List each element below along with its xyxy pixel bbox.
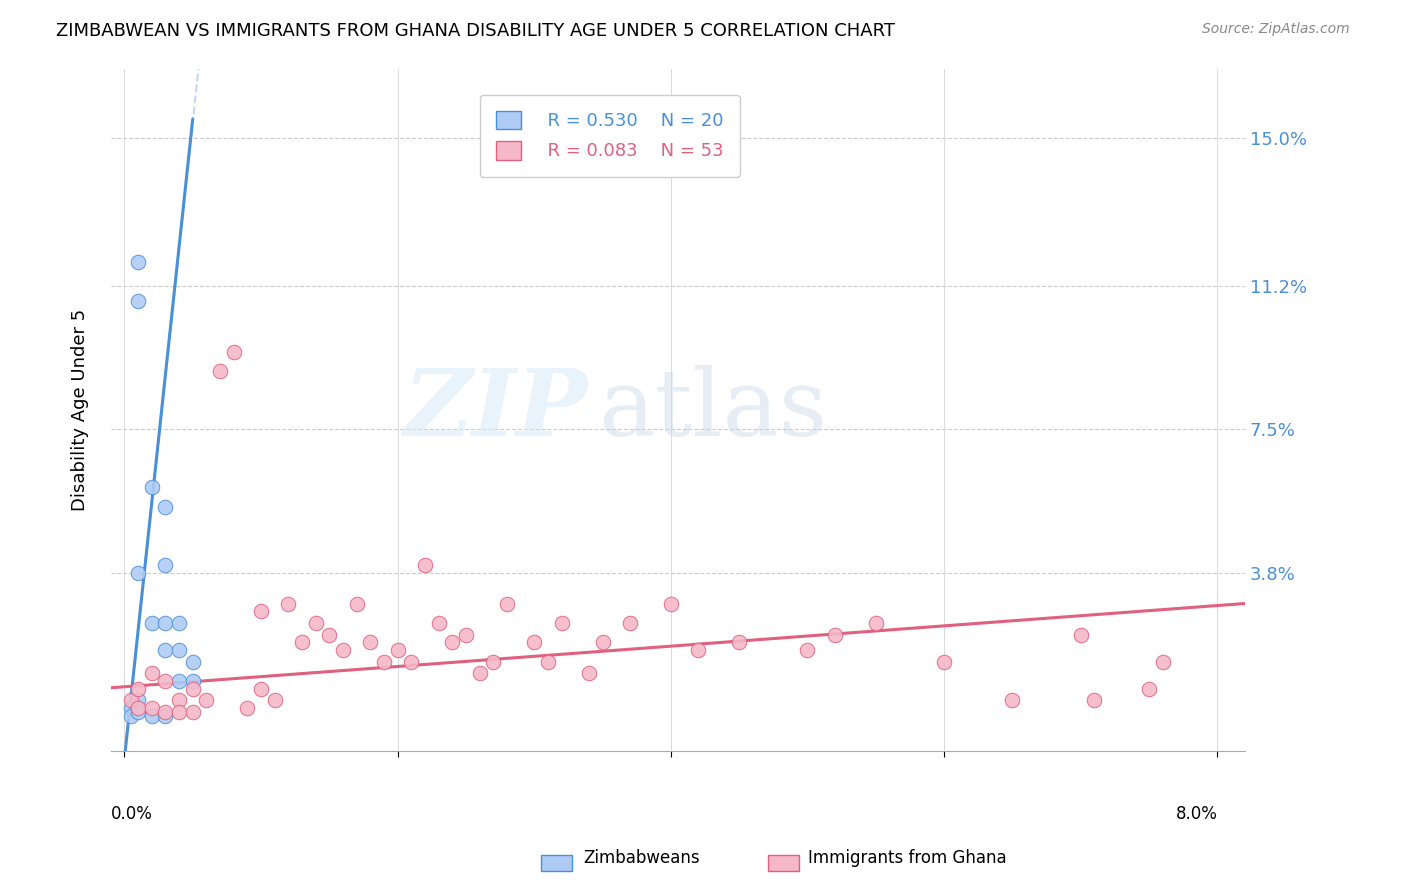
Point bbox=[482, 655, 505, 669]
Point bbox=[181, 655, 204, 669]
Y-axis label: Disability Age Under 5: Disability Age Under 5 bbox=[72, 309, 89, 511]
Point bbox=[291, 635, 314, 649]
Point bbox=[181, 705, 204, 719]
Point bbox=[127, 701, 149, 715]
Point bbox=[1137, 681, 1160, 696]
Point bbox=[155, 674, 177, 689]
Point bbox=[1070, 627, 1092, 641]
Point bbox=[155, 643, 177, 657]
Point bbox=[167, 674, 190, 689]
Point bbox=[120, 693, 142, 707]
Point bbox=[236, 701, 259, 715]
Text: Immigrants from Ghana: Immigrants from Ghana bbox=[808, 849, 1007, 867]
Point bbox=[332, 643, 354, 657]
Point bbox=[127, 294, 149, 309]
Point bbox=[141, 709, 163, 723]
Point bbox=[181, 681, 204, 696]
Point bbox=[155, 558, 177, 572]
Text: Zimbabweans: Zimbabweans bbox=[583, 849, 700, 867]
Point bbox=[167, 693, 190, 707]
Point bbox=[127, 255, 149, 269]
Point bbox=[1152, 655, 1174, 669]
Point bbox=[120, 701, 142, 715]
Point bbox=[359, 635, 381, 649]
Point bbox=[318, 627, 340, 641]
Point bbox=[155, 500, 177, 514]
Point bbox=[578, 666, 600, 681]
Point bbox=[155, 705, 177, 719]
Text: 0.0%: 0.0% bbox=[111, 805, 153, 823]
Point bbox=[932, 655, 955, 669]
Point bbox=[167, 643, 190, 657]
Point bbox=[496, 597, 519, 611]
Point bbox=[824, 627, 846, 641]
Point bbox=[619, 615, 641, 630]
Point bbox=[155, 709, 177, 723]
Point bbox=[195, 693, 218, 707]
Point bbox=[209, 364, 232, 378]
Point bbox=[592, 635, 614, 649]
Point bbox=[688, 643, 710, 657]
Point bbox=[413, 558, 436, 572]
Point bbox=[468, 666, 491, 681]
Point bbox=[659, 597, 682, 611]
Point bbox=[523, 635, 546, 649]
Point bbox=[127, 693, 149, 707]
Point bbox=[373, 655, 395, 669]
Point bbox=[401, 655, 423, 669]
Point bbox=[127, 681, 149, 696]
Point bbox=[305, 615, 328, 630]
Point bbox=[250, 604, 273, 618]
Point bbox=[454, 627, 477, 641]
Point bbox=[127, 566, 149, 580]
Point bbox=[167, 705, 190, 719]
Text: ZIP: ZIP bbox=[402, 365, 586, 455]
Point bbox=[155, 615, 177, 630]
Text: 8.0%: 8.0% bbox=[1175, 805, 1218, 823]
Point bbox=[120, 709, 142, 723]
Point bbox=[796, 643, 818, 657]
Point bbox=[346, 597, 368, 611]
Point bbox=[141, 701, 163, 715]
Point bbox=[728, 635, 751, 649]
Legend:   R = 0.530    N = 20,   R = 0.083    N = 53: R = 0.530 N = 20, R = 0.083 N = 53 bbox=[479, 95, 740, 177]
Point bbox=[250, 681, 273, 696]
Text: Source: ZipAtlas.com: Source: ZipAtlas.com bbox=[1202, 22, 1350, 37]
Text: atlas: atlas bbox=[599, 365, 828, 455]
Point bbox=[427, 615, 450, 630]
Point bbox=[167, 615, 190, 630]
Point bbox=[537, 655, 560, 669]
Point bbox=[127, 705, 149, 719]
Text: ZIMBABWEAN VS IMMIGRANTS FROM GHANA DISABILITY AGE UNDER 5 CORRELATION CHART: ZIMBABWEAN VS IMMIGRANTS FROM GHANA DISA… bbox=[56, 22, 896, 40]
Point bbox=[865, 615, 887, 630]
Point bbox=[181, 674, 204, 689]
Point bbox=[441, 635, 464, 649]
Point bbox=[387, 643, 409, 657]
Point bbox=[550, 615, 572, 630]
Point bbox=[141, 615, 163, 630]
Point bbox=[141, 666, 163, 681]
Point bbox=[222, 344, 245, 359]
Point bbox=[263, 693, 285, 707]
Point bbox=[141, 480, 163, 494]
Point bbox=[1001, 693, 1024, 707]
Point bbox=[277, 597, 299, 611]
Point bbox=[1083, 693, 1105, 707]
